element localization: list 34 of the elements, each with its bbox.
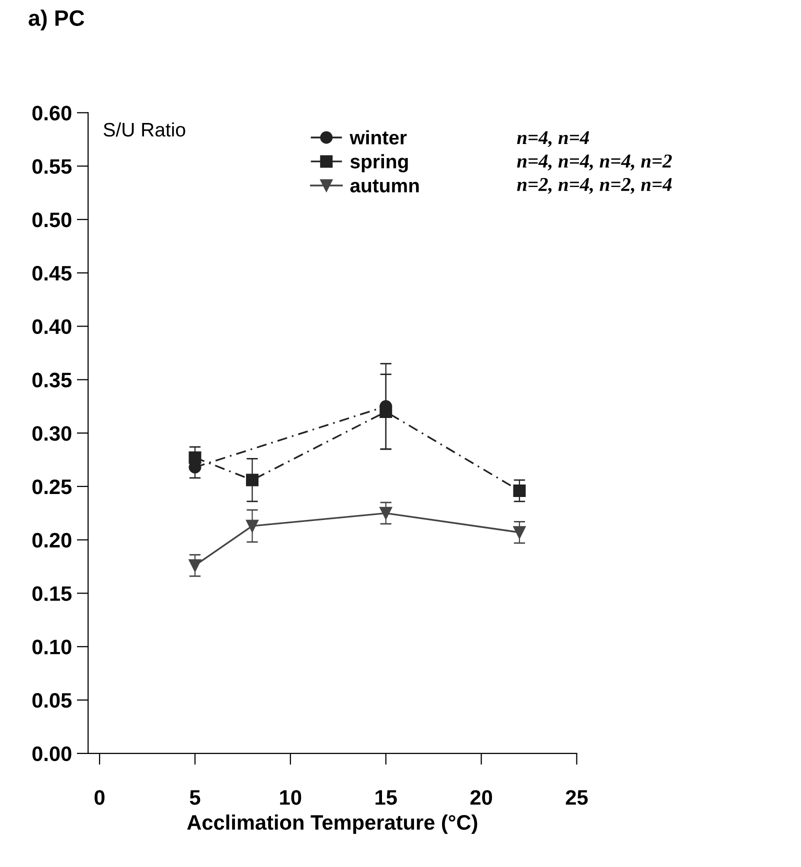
y-tick-label: 0.40 (32, 319, 72, 334)
x-axis-title: Acclimation Temperature (°C) (187, 814, 478, 834)
y-tick-label: 0.10 (32, 640, 72, 654)
y-tick-label: 0.30 (32, 426, 72, 441)
chart-title: a) PC (28, 10, 84, 30)
y-tick-label: 0.50 (32, 212, 72, 228)
point (246, 520, 259, 532)
legend-label: winter (350, 130, 407, 144)
y-tick-label: 0.55 (32, 159, 72, 174)
point (513, 526, 526, 539)
point (513, 484, 526, 497)
x-tick-label: 20 (470, 790, 492, 805)
annotation: n=2, n=4, n=2, n=4 (517, 178, 672, 194)
y-tick-label: 0.05 (32, 693, 72, 708)
y-tick-label: 0.15 (32, 586, 72, 601)
x-tick-label: 10 (280, 790, 302, 805)
y-axis-title: S/U Ratio (104, 122, 186, 137)
y-tick-label: 0.25 (32, 479, 72, 494)
x-tick-label: 15 (376, 790, 397, 805)
y-tick-label: 0.00 (32, 746, 72, 762)
point (380, 506, 392, 520)
annotation: n=4, n=4 (517, 131, 590, 148)
legend-label: autumn (350, 180, 419, 192)
y-tick-label: 0.45 (32, 266, 72, 281)
x-tick-label: 5 (190, 790, 200, 805)
x-tick-label: 25 (566, 790, 588, 805)
annotation: n=4, n=4, n=4, n=2 (517, 154, 672, 170)
point (246, 474, 259, 486)
y-tick-label: 0.35 (32, 372, 72, 388)
point (188, 559, 202, 572)
x-tick-label: 0 (94, 790, 104, 805)
y-tick-label: 0.60 (32, 106, 72, 120)
y-tick-label: 0.20 (32, 532, 72, 548)
legend-label: spring (350, 154, 408, 172)
